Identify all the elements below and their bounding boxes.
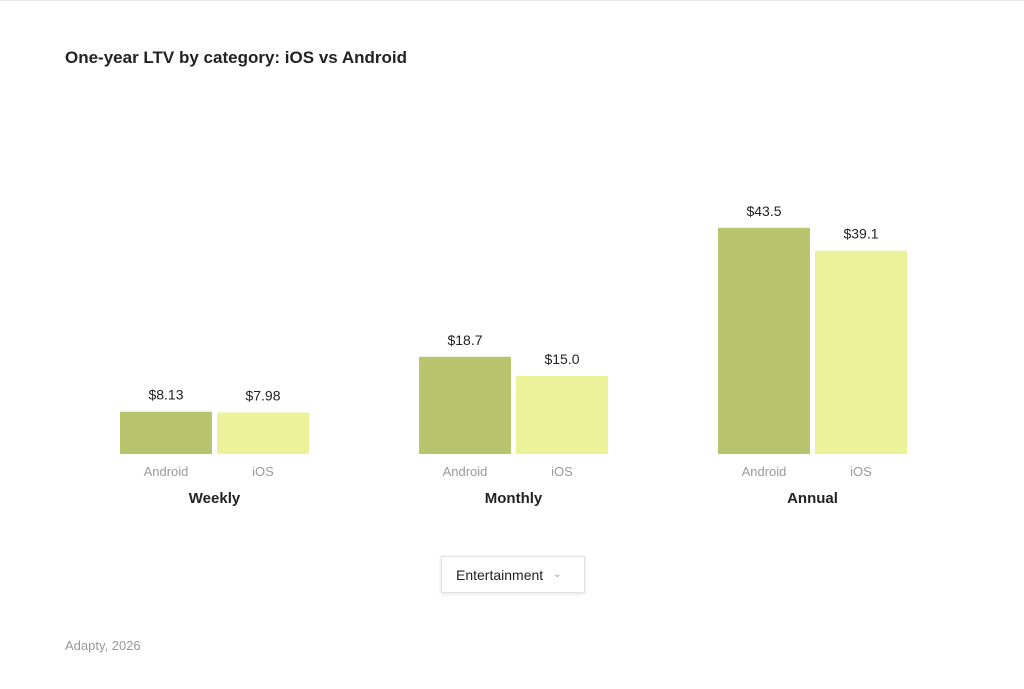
data-label: $15.0 [544,351,579,367]
bar-ios-monthly [516,376,608,454]
group-label: Monthly [485,490,543,507]
chevron-down-icon: ⌄ [553,569,562,580]
category-label: iOS [252,464,274,479]
bar-android-monthly [419,356,511,454]
chart-title: One-year LTV by category: iOS vs Android [65,48,407,67]
category-label: iOS [551,464,573,479]
group-label: Weekly [189,490,241,507]
source-note: Adapty, 2026 [65,638,141,653]
category-dropdown[interactable]: Entertainment ⌄ [441,556,585,593]
data-label: $43.5 [746,203,781,219]
group-label: Annual [787,490,838,507]
category-label: Android [742,464,787,479]
bar-ios-annual [815,250,907,454]
data-label: $8.13 [148,387,183,403]
category-label: iOS [850,464,872,479]
category-label: Android [443,464,488,479]
bar-ios-weekly [217,412,309,454]
category-label: Android [144,464,189,479]
bar-chart: $8.13 Android $7.98 iOS Weekly $18.7 Android $1… [120,203,907,507]
data-label: $39.1 [843,226,878,242]
data-label: $7.98 [245,388,280,404]
category-dropdown-value: Entertainment [456,566,544,583]
bar-android-annual [718,227,810,454]
data-label: $18.7 [447,332,482,348]
bar-android-weekly [120,411,212,454]
